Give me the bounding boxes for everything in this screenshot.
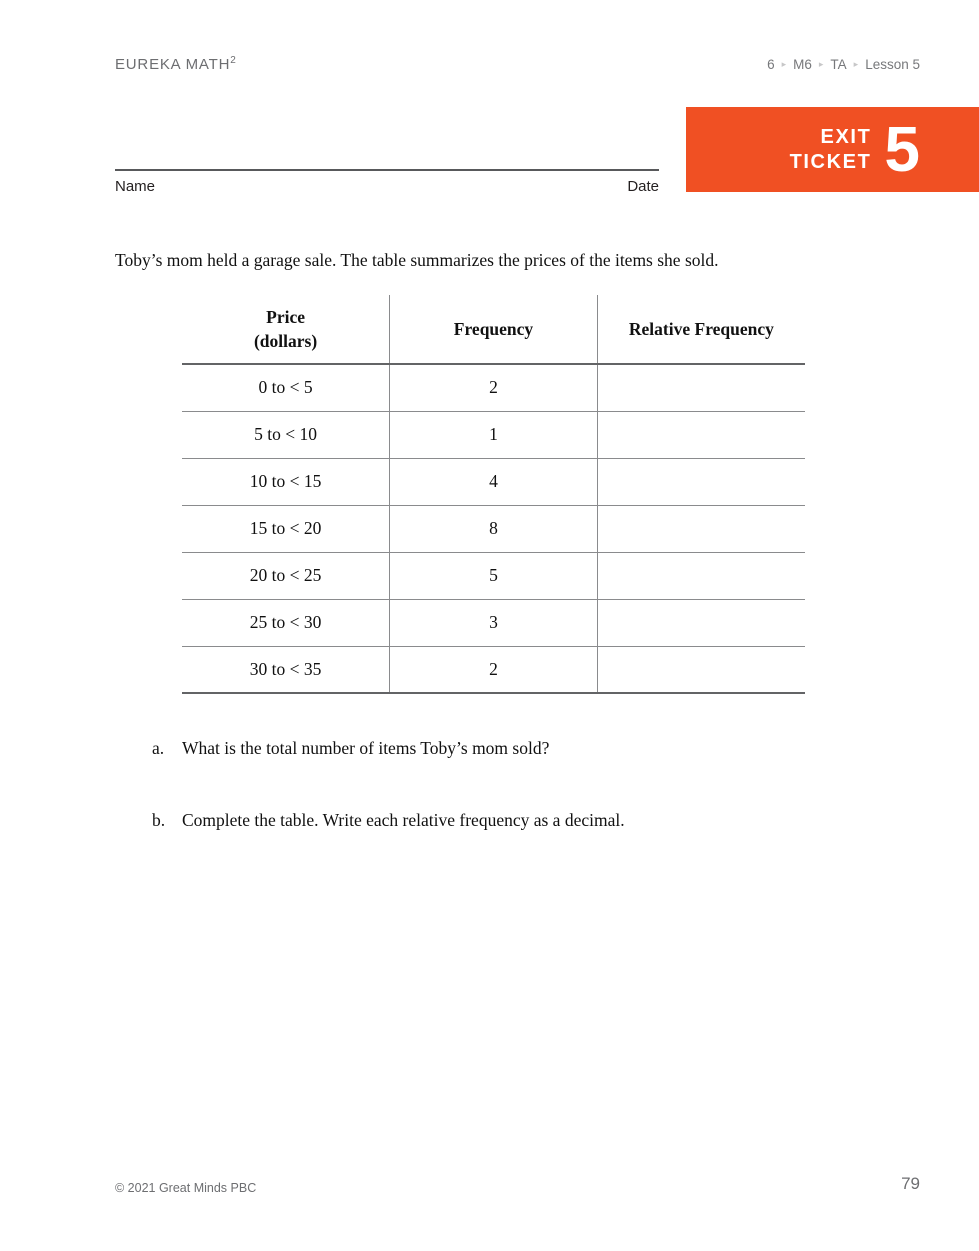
breadcrumb-item-topic: TA	[830, 57, 847, 72]
price-cell: 20 to < 25	[182, 552, 390, 600]
table-row: 5 to < 10 1	[182, 411, 805, 459]
breadcrumb-arrow-icon: ▸	[853, 59, 859, 69]
column-header-frequency: Frequency	[389, 295, 598, 365]
relative-frequency-cell	[597, 646, 805, 694]
exit-ticket-label-line2: TICKET	[789, 150, 872, 173]
question-b-text: Complete the table. Write each relative …	[182, 810, 625, 830]
table-row: 0 to < 5 2	[182, 364, 805, 412]
table-row: 20 to < 25 5	[182, 552, 805, 600]
date-label: Date	[627, 178, 659, 195]
frequency-cell: 1	[389, 411, 598, 459]
breadcrumb-item-grade: 6	[767, 57, 775, 72]
relative-frequency-cell	[597, 599, 805, 647]
breadcrumb: 6 ▸ M6 ▸ TA ▸ Lesson 5	[767, 57, 920, 72]
exit-ticket-number: 5	[884, 113, 920, 186]
relative-frequency-cell	[597, 364, 805, 412]
price-cell: 15 to < 20	[182, 505, 390, 553]
question-a-text: What is the total number of items Toby’s…	[182, 738, 550, 758]
column-header-relative-frequency: Relative Frequency	[597, 295, 805, 365]
frequency-cell: 2	[389, 646, 598, 694]
price-cell: 5 to < 10	[182, 411, 390, 459]
brand-text: EUREKA MATH	[115, 56, 231, 73]
relative-frequency-cell	[597, 411, 805, 459]
breadcrumb-item-lesson: Lesson 5	[865, 57, 920, 72]
breadcrumb-arrow-icon: ▸	[781, 59, 787, 69]
copyright: © 2021 Great Minds PBC	[115, 1181, 257, 1195]
brand-logo: EUREKA MATH2	[115, 55, 237, 73]
relative-frequency-cell	[597, 552, 805, 600]
name-label: Name	[115, 178, 156, 195]
exit-ticket-badge: EXIT TICKET 5	[686, 107, 979, 192]
table-header-row: Price (dollars) Frequency Relative Frequ…	[182, 295, 805, 365]
table-row: 15 to < 20 8	[182, 505, 805, 553]
exit-ticket-label-line1: EXIT	[820, 126, 872, 149]
frequency-cell: 8	[389, 505, 598, 553]
breadcrumb-item-module: M6	[793, 57, 812, 72]
column-header-price-line2: (dollars)	[253, 331, 318, 351]
question-a: a. What is the total number of items Tob…	[152, 738, 549, 759]
frequency-cell: 4	[389, 458, 598, 506]
price-cell: 25 to < 30	[182, 599, 390, 647]
column-header-price-line1: Price	[266, 306, 305, 327]
table-row: 10 to < 15 4	[182, 458, 805, 506]
price-cell: 30 to < 35	[182, 646, 390, 694]
frequency-table: Price (dollars) Frequency Relative Frequ…	[182, 295, 805, 694]
breadcrumb-arrow-icon: ▸	[818, 59, 824, 69]
price-cell: 0 to < 5	[182, 364, 390, 412]
question-b-label: b.	[152, 810, 166, 830]
relative-frequency-cell	[597, 505, 805, 553]
brand-superscript: 2	[230, 55, 237, 66]
exit-ticket-label: EXIT TICKET	[790, 125, 872, 174]
column-header-price: Price (dollars)	[182, 295, 390, 365]
table-row: 30 to < 35 2	[182, 646, 805, 694]
table-row: 25 to < 30 3	[182, 599, 805, 647]
name-date-labels: Name Date	[115, 178, 659, 195]
question-a-label: a.	[152, 738, 165, 758]
price-cell: 10 to < 15	[182, 458, 390, 506]
frequency-cell: 3	[389, 599, 598, 647]
problem-statement: Toby’s mom held a garage sale. The table…	[115, 250, 719, 270]
relative-frequency-cell	[597, 458, 805, 506]
page-number: 79	[901, 1174, 920, 1193]
name-date-line	[115, 169, 659, 171]
frequency-cell: 2	[389, 364, 598, 412]
question-b: b. Complete the table. Write each relati…	[152, 810, 625, 831]
frequency-cell: 5	[389, 552, 598, 600]
